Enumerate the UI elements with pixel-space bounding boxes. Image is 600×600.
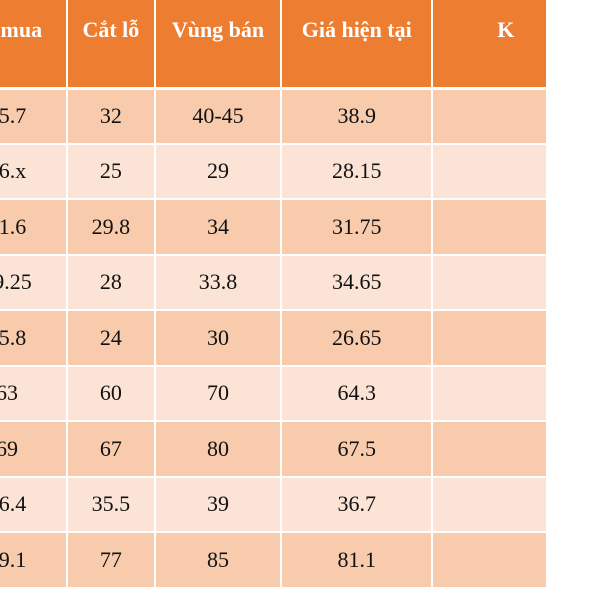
cell-stop-loss: 32 <box>66 88 156 145</box>
cell-last-column <box>432 310 548 367</box>
cell-sell-zone: 39 <box>154 476 283 533</box>
cell-last-column <box>432 254 548 311</box>
cell-buy-zone: 63 <box>0 365 68 422</box>
cell-stop-loss: 25 <box>66 143 156 200</box>
cell-sell-zone: 85 <box>154 532 283 589</box>
header-sell-zone: Vùng bán <box>154 0 283 90</box>
header-last-column: K <box>432 0 548 90</box>
cell-stop-loss: 24 <box>66 310 156 367</box>
cell-last-column <box>432 532 548 589</box>
cell-stop-loss: 28 <box>66 254 156 311</box>
cell-last-column <box>432 143 548 200</box>
cell-stop-loss: 35.5 <box>66 476 156 533</box>
cell-buy-zone: 25.8 <box>0 310 68 367</box>
cell-buy-zone: 35.7 <box>0 88 68 145</box>
cell-current-price: 64.3 <box>281 365 434 422</box>
cell-current-price: 36.7 <box>281 476 434 533</box>
cell-sell-zone: 33.8 <box>154 254 283 311</box>
cell-stop-loss: 67 <box>66 421 156 478</box>
header-row: ng mua Cắt lỗ Vùng bán Giá hiện tại K <box>0 0 548 90</box>
cell-sell-zone: 29 <box>154 143 283 200</box>
cell-current-price: 81.1 <box>281 532 434 589</box>
cell-current-price: 38.9 <box>281 88 434 145</box>
cell-stop-loss: 77 <box>66 532 156 589</box>
cell-last-column <box>432 476 548 533</box>
cell-sell-zone: 34 <box>154 199 283 256</box>
cell-sell-zone: 30 <box>154 310 283 367</box>
header-stop-loss: Cắt lỗ <box>66 0 156 90</box>
header-buy-zone: ng mua <box>0 0 68 90</box>
price-table: ng mua Cắt lỗ Vùng bán Giá hiện tại K 35… <box>0 0 548 589</box>
cell-buy-zone: 36.4 <box>0 476 68 533</box>
cell-buy-zone: 79.1 <box>0 532 68 589</box>
cell-current-price: 34.65 <box>281 254 434 311</box>
cell-last-column <box>432 365 548 422</box>
cell-last-column <box>432 88 548 145</box>
cell-buy-zone: 31.6 <box>0 199 68 256</box>
cell-last-column <box>432 421 548 478</box>
cell-sell-zone: 80 <box>154 421 283 478</box>
cell-buy-zone: 26.x <box>0 143 68 200</box>
header-current-price: Giá hiện tại <box>281 0 434 90</box>
cell-current-price: 28.15 <box>281 143 434 200</box>
cell-current-price: 67.5 <box>281 421 434 478</box>
cell-buy-zone: 29.25 <box>0 254 68 311</box>
cell-current-price: 26.65 <box>281 310 434 367</box>
cell-stop-loss: 29.8 <box>66 199 156 256</box>
cell-last-column <box>432 199 548 256</box>
cell-current-price: 31.75 <box>281 199 434 256</box>
cell-sell-zone: 40-45 <box>154 88 283 145</box>
cell-sell-zone: 70 <box>154 365 283 422</box>
table-body: 35.73240-4538.926.x252928.1531.629.83431… <box>0 88 548 589</box>
cell-stop-loss: 60 <box>66 365 156 422</box>
cell-buy-zone: 69 <box>0 421 68 478</box>
